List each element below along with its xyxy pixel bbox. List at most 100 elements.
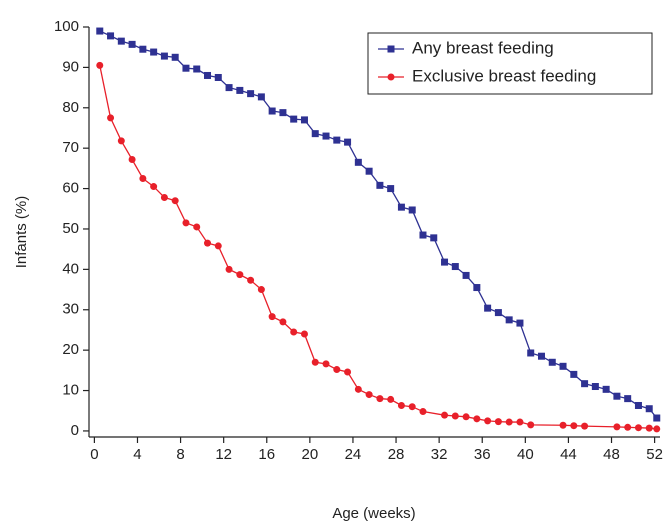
- legend-label: Any breast feeding: [412, 38, 554, 57]
- marker: [645, 405, 653, 413]
- marker: [344, 138, 352, 146]
- marker: [160, 193, 168, 201]
- marker: [214, 73, 222, 81]
- marker: [290, 328, 298, 336]
- marker: [387, 73, 395, 81]
- marker: [300, 116, 308, 124]
- x-tick-label: 8: [176, 446, 184, 463]
- marker: [408, 206, 416, 214]
- marker: [354, 385, 362, 393]
- marker: [311, 130, 319, 138]
- marker: [624, 395, 632, 403]
- y-tick-label: 30: [62, 301, 79, 318]
- marker: [473, 284, 481, 292]
- x-tick-label: 24: [345, 446, 362, 463]
- marker: [236, 86, 244, 94]
- marker: [653, 425, 661, 433]
- marker: [624, 423, 632, 431]
- x-tick-label: 48: [603, 446, 620, 463]
- marker: [96, 61, 104, 69]
- marker: [613, 392, 621, 400]
- marker: [419, 231, 427, 239]
- marker: [182, 64, 190, 72]
- x-tick-label: 28: [388, 446, 405, 463]
- marker: [570, 370, 578, 378]
- marker: [128, 40, 136, 48]
- legend: Any breast feeding Exclusive breast feedi…: [367, 32, 653, 95]
- marker: [462, 271, 470, 279]
- line: [99, 65, 657, 430]
- marker: [107, 114, 115, 122]
- marker: [333, 366, 341, 374]
- marker: [204, 71, 212, 79]
- marker: [602, 385, 610, 393]
- marker: [247, 276, 255, 284]
- marker: [160, 52, 168, 60]
- marker: [484, 417, 492, 425]
- marker: [548, 358, 556, 366]
- marker: [107, 32, 115, 40]
- x-axis-label: Age (weeks): [332, 505, 415, 522]
- marker: [505, 316, 513, 324]
- marker: [387, 45, 395, 53]
- marker: [311, 358, 319, 366]
- marker: [537, 352, 545, 360]
- marker: [128, 155, 136, 163]
- marker: [645, 424, 653, 432]
- marker: [257, 93, 265, 101]
- x-tick-label: 40: [517, 446, 534, 463]
- x-tick-label: 52: [646, 446, 663, 463]
- marker: [462, 413, 470, 421]
- marker: [516, 319, 524, 327]
- x-tick-label: 32: [431, 446, 448, 463]
- y-tick-label: 80: [62, 99, 79, 116]
- marker: [268, 313, 276, 321]
- marker: [225, 84, 233, 92]
- marker: [344, 368, 352, 376]
- marker: [559, 362, 567, 370]
- marker: [96, 27, 104, 35]
- marker: [376, 181, 384, 189]
- marker: [333, 136, 341, 144]
- x-tick-label: 12: [215, 446, 232, 463]
- y-tick-label: 60: [62, 180, 79, 197]
- marker: [257, 286, 265, 294]
- marker: [441, 411, 449, 419]
- marker: [150, 183, 158, 191]
- marker: [570, 422, 578, 430]
- marker: [225, 265, 233, 273]
- marker: [279, 318, 287, 326]
- marker: [387, 185, 395, 193]
- x-tick-label: 16: [258, 446, 275, 463]
- marker: [559, 421, 567, 429]
- y-tick-label: 0: [71, 422, 79, 439]
- marker: [214, 242, 222, 250]
- marker: [653, 414, 661, 422]
- y-tick-label: 10: [62, 382, 79, 399]
- marker: [290, 115, 298, 123]
- x-tick-label: 44: [560, 446, 577, 463]
- marker: [387, 395, 395, 403]
- y-tick-label: 90: [62, 58, 79, 75]
- marker: [397, 203, 405, 211]
- marker: [397, 401, 405, 409]
- legend-label: Exclusive breast feeding: [412, 66, 596, 85]
- marker: [279, 109, 287, 117]
- x-tick-label: 4: [133, 446, 141, 463]
- marker: [376, 395, 384, 403]
- marker: [182, 219, 190, 227]
- marker: [451, 412, 459, 420]
- y-tick-label: 20: [62, 341, 79, 358]
- marker: [505, 418, 513, 426]
- marker: [451, 263, 459, 271]
- marker: [494, 418, 502, 426]
- marker: [365, 391, 373, 399]
- marker: [516, 418, 524, 426]
- y-tick-label: 50: [62, 220, 79, 237]
- y-tick-label: 100: [54, 18, 79, 35]
- marker: [236, 271, 244, 279]
- marker: [634, 424, 642, 432]
- marker: [365, 167, 373, 175]
- x-tick-label: 20: [302, 446, 319, 463]
- marker: [193, 65, 201, 73]
